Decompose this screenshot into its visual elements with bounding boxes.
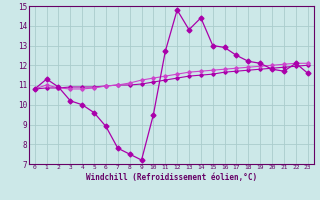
X-axis label: Windchill (Refroidissement éolien,°C): Windchill (Refroidissement éolien,°C) (86, 173, 257, 182)
